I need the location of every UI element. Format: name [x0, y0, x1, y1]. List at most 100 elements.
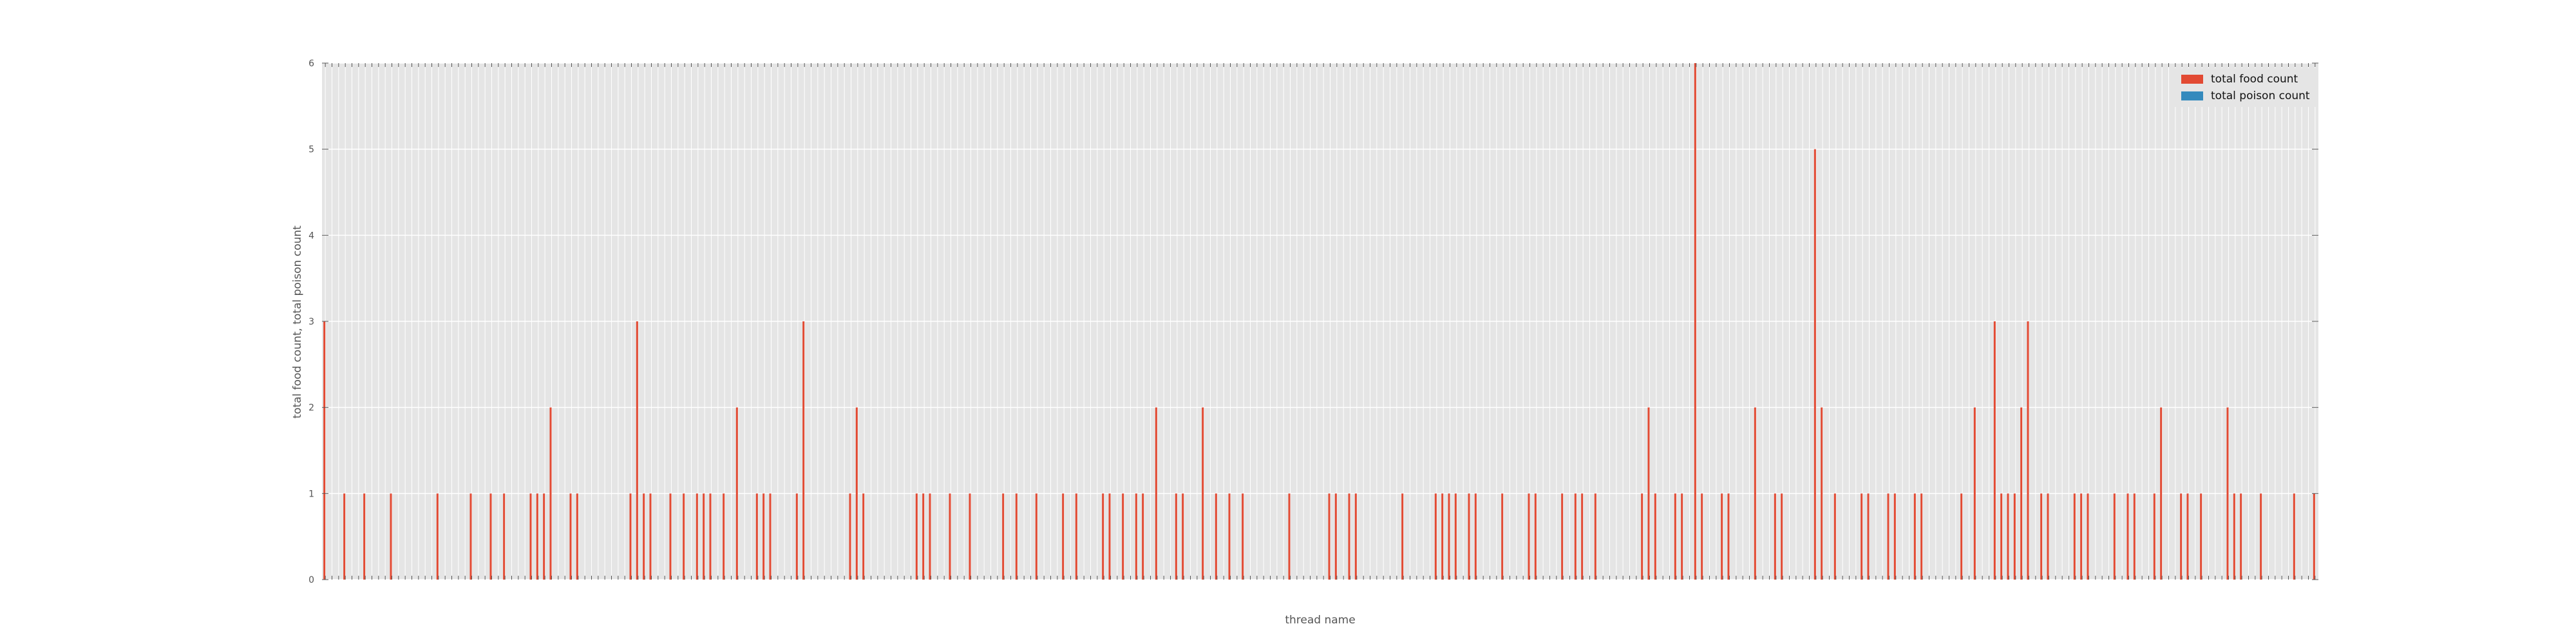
bar-food — [1215, 493, 1217, 580]
bar-food — [1821, 407, 1823, 580]
bar-food — [643, 493, 645, 580]
bar-food — [1561, 493, 1564, 580]
bar-food — [1920, 493, 1923, 580]
bar-food — [723, 493, 725, 580]
bar-food — [1727, 493, 1730, 580]
bar-food — [2013, 493, 2016, 580]
bar-food — [1015, 493, 1018, 580]
bar-food — [922, 493, 925, 580]
bar-food — [1142, 493, 1144, 580]
bar-food — [2047, 493, 2049, 580]
bar-food — [669, 493, 672, 580]
bar-food — [2073, 493, 2076, 580]
bar-food — [1175, 493, 1177, 580]
bar-food — [2153, 493, 2155, 580]
bar-food — [1833, 493, 1836, 580]
legend-swatch-poison — [2181, 91, 2203, 100]
bar-food — [915, 493, 918, 580]
bar-food — [1135, 493, 1137, 580]
bar-food — [1641, 493, 1643, 580]
bar-food — [802, 321, 805, 580]
y-tick-label: 3 — [308, 317, 314, 327]
bar-food — [2080, 493, 2083, 580]
bar-food — [1754, 407, 1756, 580]
bar-food — [1228, 493, 1231, 580]
legend-label-food: total food count — [2211, 73, 2298, 86]
bar-food — [683, 493, 685, 580]
bar-food — [1155, 407, 1157, 580]
bar-food — [2020, 407, 2023, 580]
bar-food — [629, 493, 632, 580]
bar-food — [849, 493, 851, 580]
bar-food — [1654, 493, 1656, 580]
bar-food — [1434, 493, 1437, 580]
bar-food — [2040, 493, 2043, 580]
bar-food — [1334, 493, 1337, 580]
bar-food — [543, 493, 545, 580]
y-tick-label: 6 — [308, 59, 314, 69]
bar-food — [2186, 493, 2189, 580]
bar-food — [929, 493, 931, 580]
bar-food — [363, 493, 366, 580]
bar-food — [469, 493, 472, 580]
bar-food — [2007, 493, 2009, 580]
bar-food — [1401, 493, 1404, 580]
bar-food — [1973, 407, 1976, 580]
bar-food — [2260, 493, 2262, 580]
legend-swatch-food — [2181, 75, 2203, 84]
bar-food — [343, 493, 346, 580]
bar-food — [2293, 493, 2295, 580]
legend-item-food: total food count — [2181, 72, 2298, 86]
bar-food — [390, 493, 392, 580]
y-tick-label: 0 — [308, 575, 314, 585]
bar-food — [1468, 493, 1470, 580]
bar-food — [2226, 407, 2229, 580]
bar-food — [1993, 321, 1996, 580]
bar-food — [2027, 321, 2029, 580]
bar-food — [1701, 493, 1703, 580]
bar-food — [2160, 407, 2163, 580]
bar-food — [1528, 493, 1530, 580]
bar-food — [1354, 493, 1357, 580]
legend-item-poison: total poison count — [2181, 89, 2310, 103]
bar-food — [649, 493, 652, 580]
bar-food — [855, 407, 858, 580]
bar-food — [529, 493, 532, 580]
y-axis-label: total food count, total poison count — [291, 225, 304, 419]
legend: total food count total poison count — [2174, 68, 2318, 107]
y-tick-label: 5 — [308, 145, 314, 155]
bar-food — [949, 493, 951, 580]
bar-food — [1122, 493, 1124, 580]
bar-food — [1581, 493, 1584, 580]
bar-food — [576, 493, 578, 580]
bar-food — [2233, 493, 2235, 580]
bar-food — [1674, 493, 1676, 580]
bar-food — [1242, 493, 1244, 580]
bar-food — [762, 493, 765, 580]
bar-food — [1002, 493, 1005, 580]
bar-food — [2113, 493, 2116, 580]
bar-food — [2180, 493, 2183, 580]
bar-food — [1075, 493, 1077, 580]
bar-food — [2313, 493, 2315, 580]
bar-food — [636, 321, 638, 580]
bar-food — [696, 493, 698, 580]
bar-food — [1202, 407, 1204, 580]
bar-food — [2200, 493, 2202, 580]
y-tick-label: 4 — [308, 231, 314, 241]
bar-food — [1694, 63, 1696, 580]
bar-food — [1534, 493, 1537, 580]
bar-food — [323, 321, 326, 580]
legend-label-poison: total poison count — [2211, 90, 2310, 102]
bar-food — [536, 493, 538, 580]
bar-food — [703, 493, 705, 580]
x-axis-label: thread name — [1285, 614, 1355, 627]
bar-food — [2000, 493, 2003, 580]
bar-food — [1108, 493, 1111, 580]
y-axis: 0 1 2 3 4 5 6 — [308, 59, 2318, 585]
y-tick-label: 2 — [308, 403, 314, 413]
bar-food — [1681, 493, 1683, 580]
x-axis — [325, 63, 2316, 580]
bar-food — [1887, 493, 1889, 580]
